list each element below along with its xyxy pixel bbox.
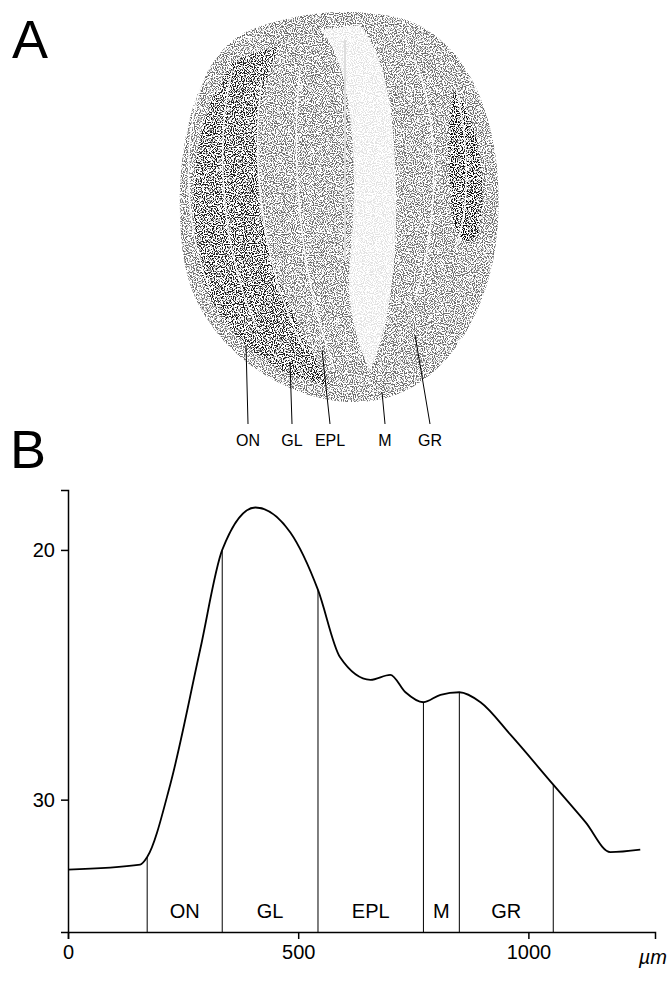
axis: 0 500 1000 — [63, 932, 656, 963]
tick-mark — [61, 550, 68, 552]
layer-contour — [258, 80, 305, 350]
tick: 500 — [282, 932, 315, 963]
layer-label: GR — [418, 432, 442, 449]
layer-label: M — [378, 432, 391, 449]
layer-label: GL — [281, 432, 302, 449]
axis-line — [69, 933, 656, 940]
tick: 0 — [63, 932, 74, 963]
tick-label: 20 — [33, 539, 55, 561]
region-label: ON — [170, 900, 200, 922]
autoradiograph — [180, 12, 499, 402]
region-boundary — [147, 857, 148, 932]
axis: 2030 — [33, 491, 69, 933]
axis-title: µm — [638, 946, 667, 968]
leader-line — [246, 345, 248, 424]
density-curve — [68, 507, 640, 869]
bulb-section — [180, 12, 499, 402]
leader-line — [382, 392, 385, 424]
plot-area — [68, 507, 640, 932]
tick: 30 — [33, 789, 68, 811]
region-boundary — [459, 692, 460, 932]
layer-label: ON — [236, 432, 260, 449]
midline — [344, 40, 346, 260]
region-label: GL — [257, 900, 284, 922]
tick-mark — [298, 932, 300, 939]
region-label: M — [433, 900, 450, 922]
leader-line — [322, 350, 330, 424]
pale-core — [320, 25, 396, 370]
region-label: EPL — [352, 900, 390, 922]
region-boundary — [222, 550, 223, 932]
panel-letter: B — [10, 419, 46, 479]
layer-contour — [455, 85, 466, 250]
panel-letter: A — [12, 9, 48, 69]
region-boundary — [423, 702, 424, 932]
tick: 20 — [33, 539, 68, 561]
layer-contour — [223, 72, 258, 330]
leader-line — [415, 335, 430, 424]
tick-label: 500 — [282, 941, 315, 963]
panel-a: A ON GL EPL M GR — [12, 9, 499, 449]
tick-mark — [61, 799, 68, 801]
panel-b: B050010002030µmONGLEPLMGR — [10, 419, 667, 968]
region-label: GR — [491, 900, 521, 922]
layer-contour — [296, 70, 335, 370]
region-boundary — [553, 785, 554, 932]
tick: 1000 — [507, 932, 552, 963]
axis-line — [61, 491, 69, 933]
figure: AONGLEPLMGRB050010002030µmONGLEPLMGR — [0, 0, 672, 987]
dark-layer — [448, 90, 482, 242]
region-boundary — [317, 590, 318, 932]
layer-contour — [415, 60, 434, 300]
tick-label: 0 — [63, 941, 74, 963]
layer-label: EPL — [315, 432, 345, 449]
dark-layer — [193, 45, 330, 385]
layer-contour — [189, 75, 210, 290]
leader-line — [290, 362, 292, 424]
tick-mark — [528, 932, 530, 939]
tick-label: 1000 — [507, 941, 552, 963]
tick-label: 30 — [33, 789, 55, 811]
